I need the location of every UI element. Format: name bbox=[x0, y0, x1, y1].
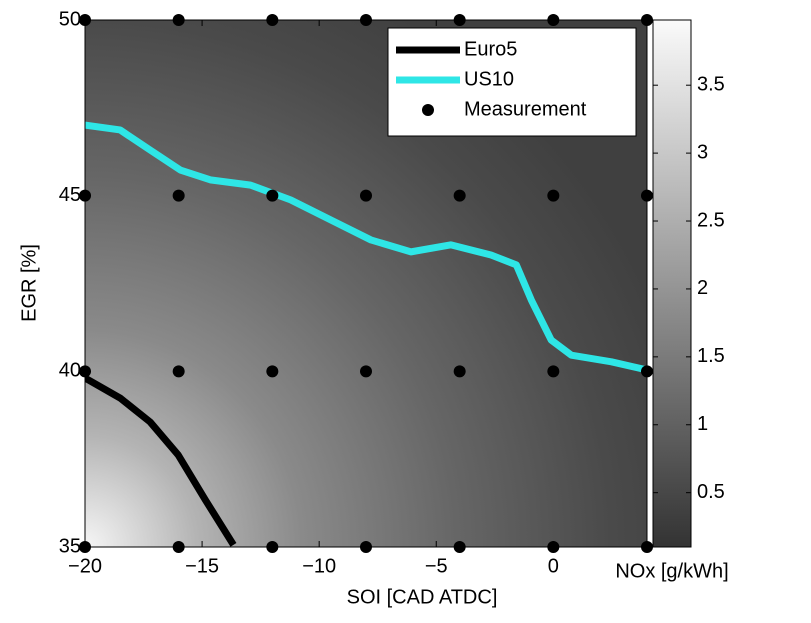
x-axis-label: SOI [CAD ATDC] bbox=[347, 586, 498, 608]
x-tick-label: −15 bbox=[185, 555, 219, 577]
colorbar-tick-label: 1.5 bbox=[697, 345, 725, 367]
legend-label: Measurement bbox=[464, 98, 587, 120]
colorbar-tick-label: 1 bbox=[697, 413, 708, 435]
x-tick-label: −20 bbox=[68, 555, 102, 577]
legend-label: Euro5 bbox=[464, 38, 517, 60]
y-tick-label: 35 bbox=[59, 535, 81, 557]
y-tick-label: 50 bbox=[59, 8, 81, 30]
legend-swatch bbox=[422, 104, 434, 116]
measurement-point bbox=[453, 365, 466, 378]
x-tick-label: −10 bbox=[302, 555, 336, 577]
x-tick-label: 0 bbox=[548, 555, 559, 577]
measurement-point bbox=[172, 365, 185, 378]
measurement-point bbox=[172, 189, 185, 202]
colorbar-tick-label: 3 bbox=[697, 141, 708, 163]
y-tick-label: 45 bbox=[59, 184, 81, 206]
colorbar-tick-label: 2.5 bbox=[697, 209, 725, 231]
measurement-point bbox=[360, 365, 372, 378]
x-tick-label: −5 bbox=[425, 555, 448, 577]
colorbar bbox=[652, 19, 692, 548]
series-line bbox=[85, 374, 237, 547]
colorbar-label: NOx [g/kWh] bbox=[615, 560, 728, 582]
measurement-point bbox=[453, 189, 466, 202]
measurement-point bbox=[360, 189, 372, 202]
colorbar-tick-label: 2 bbox=[697, 277, 708, 299]
axes-box bbox=[84, 19, 648, 548]
colorbar-tick-label: 3.5 bbox=[697, 73, 725, 95]
series-line bbox=[85, 121, 647, 374]
y-axis-label: EGR [%] bbox=[18, 244, 40, 322]
measurement-point bbox=[266, 189, 279, 202]
measurement-point bbox=[547, 365, 560, 378]
legend-label: US10 bbox=[464, 68, 514, 90]
measurement-point bbox=[547, 189, 560, 202]
y-tick-label: 40 bbox=[59, 360, 81, 382]
measurement-point bbox=[266, 365, 279, 378]
plot-area bbox=[85, 121, 647, 547]
colorbar-tick-label: 0.5 bbox=[697, 481, 725, 503]
